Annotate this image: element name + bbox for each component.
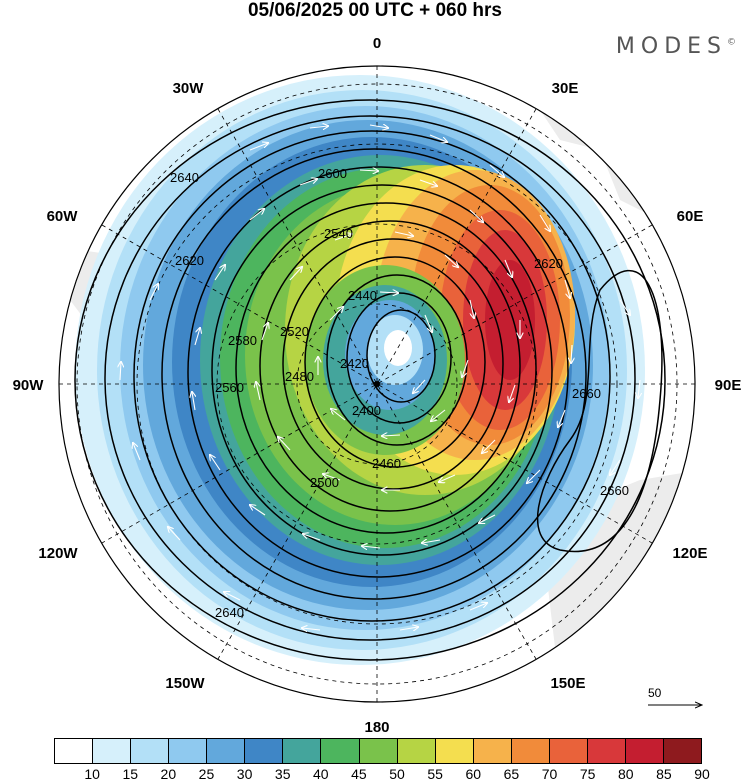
lon-label-60e: 60E bbox=[677, 208, 704, 225]
contour-label: 2500 bbox=[310, 475, 339, 490]
colorbar-tick-label: 70 bbox=[541, 766, 558, 782]
colorbar-swatch bbox=[131, 739, 170, 763]
contour-label: 2660 bbox=[600, 483, 629, 498]
lon-label-90w: 90W bbox=[13, 377, 45, 394]
colorbar-swatch bbox=[473, 739, 512, 763]
lon-label-120e: 120E bbox=[672, 545, 707, 562]
colorbar-swatch bbox=[55, 739, 94, 763]
colorbar-swatch bbox=[359, 739, 398, 763]
contour-labels: 2640 2620 2600 2580 2560 2540 2520 2500 … bbox=[170, 166, 629, 620]
lon-label-30w: 30W bbox=[173, 80, 205, 97]
colorbar-swatch bbox=[587, 739, 626, 763]
colorbar-tick-label: 65 bbox=[503, 766, 520, 782]
reference-vector-label: 50 bbox=[648, 686, 662, 700]
contour-label: 2420 bbox=[340, 356, 369, 371]
lon-label-180: 180 bbox=[364, 719, 389, 735]
wind-vectors bbox=[120, 125, 640, 630]
colorbar-tick-label: 20 bbox=[160, 766, 177, 782]
colorbar-swatch bbox=[321, 739, 360, 763]
contour-label: 2640 bbox=[215, 605, 244, 620]
colorbar-tick-label: 60 bbox=[465, 766, 482, 782]
wind-speed-shading bbox=[59, 66, 695, 702]
brand-logo: MODES© bbox=[615, 34, 736, 59]
colorbar-tick-label: 10 bbox=[84, 766, 100, 782]
lon-label-150e: 150E bbox=[550, 675, 585, 692]
colorbar-swatch bbox=[435, 739, 474, 763]
lon-label-60w: 60W bbox=[47, 208, 79, 225]
colorbar-swatch bbox=[283, 739, 322, 763]
colorbar-tick-label: 90 bbox=[694, 766, 710, 782]
lon-label-30e: 30E bbox=[552, 80, 579, 97]
lon-label-150w: 150W bbox=[165, 675, 205, 692]
contour-label: 2580 bbox=[228, 333, 257, 348]
colorbar-swatch bbox=[169, 739, 208, 763]
pole-marker bbox=[374, 381, 380, 387]
map-title: 05/06/2025 00 UTC + 060 hrs bbox=[247, 0, 503, 21]
polar-map: 0 180 90W 90E 30W 30E 60W 60E 120W 120E … bbox=[13, 35, 742, 735]
contour-label: 2620 bbox=[534, 256, 563, 271]
lon-label-90e: 90E bbox=[715, 377, 742, 394]
lon-label-120w: 120W bbox=[38, 545, 78, 562]
lon-label-0: 0 bbox=[373, 35, 381, 52]
map-border bbox=[58, 65, 696, 703]
contour-label: 2520 bbox=[280, 324, 309, 339]
colorbar-swatch bbox=[207, 739, 246, 763]
colorbar-tick-label: 80 bbox=[617, 766, 634, 782]
contour-label: 2540 bbox=[324, 226, 353, 241]
colorbar-swatch bbox=[664, 739, 702, 763]
colorbar-tick-label: 30 bbox=[236, 766, 253, 782]
colorbar-swatch bbox=[245, 739, 284, 763]
colorbar-tick-label: 50 bbox=[389, 766, 405, 782]
colorbar-tick-label: 15 bbox=[122, 766, 139, 782]
colorbar-swatch bbox=[93, 739, 132, 763]
colorbar-tick-label: 35 bbox=[274, 766, 291, 782]
colorbar-tick-label: 45 bbox=[351, 766, 367, 782]
colorbar-swatch bbox=[625, 739, 664, 763]
colorbar-swatch bbox=[511, 739, 550, 763]
contour-label: 2600 bbox=[318, 166, 347, 181]
colorbar-tick-label: 75 bbox=[579, 766, 596, 782]
contour-label: 2620 bbox=[175, 253, 204, 268]
height-contours bbox=[74, 99, 666, 661]
contour-label: 2460 bbox=[372, 456, 401, 471]
colorbar-tick-label: 40 bbox=[313, 766, 329, 782]
contour-label: 2400 bbox=[352, 403, 381, 418]
colorbar-tick-label: 85 bbox=[656, 766, 672, 782]
colorbar-tick-label: 25 bbox=[198, 766, 215, 782]
contour-label: 2640 bbox=[170, 170, 199, 185]
contour-label: 2440 bbox=[348, 288, 377, 303]
contour-label: 2480 bbox=[285, 369, 314, 384]
colorbar-swatch bbox=[549, 739, 588, 763]
contour-label: 2660 bbox=[572, 386, 601, 401]
colorbar-tick-label: 55 bbox=[427, 766, 443, 782]
colorbar-swatch bbox=[397, 739, 436, 763]
colorbar bbox=[54, 738, 702, 764]
contour-label: 2560 bbox=[215, 380, 244, 395]
